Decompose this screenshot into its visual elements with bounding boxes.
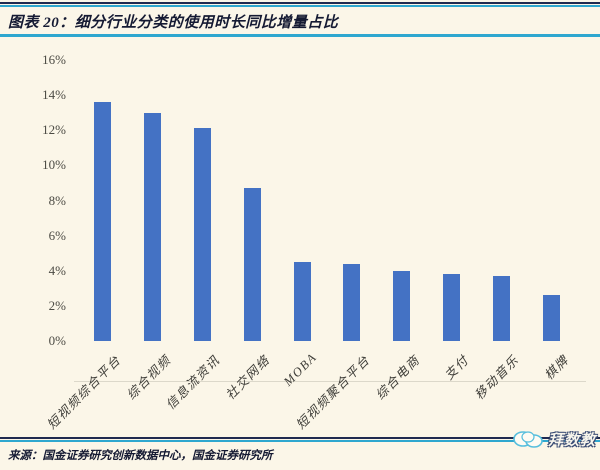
- bar-5: [293, 261, 311, 341]
- y-tick-label: 4%: [48, 262, 66, 278]
- bottom-rule-cyan: [0, 440, 600, 442]
- bar-9: [492, 276, 510, 341]
- y-tick-label: 14%: [42, 87, 66, 103]
- bar-2: [144, 112, 162, 341]
- watermark: 拜数教: [512, 428, 596, 450]
- bottom-rule-navy: [0, 437, 600, 439]
- bar-1: [94, 102, 112, 341]
- x-category-label: 短视频综合平台: [44, 352, 124, 433]
- top-rule-navy: [0, 2, 600, 4]
- y-tick-label: 12%: [42, 122, 66, 138]
- y-tick-label: 2%: [48, 297, 66, 313]
- top-rule-cyan: [0, 5, 600, 7]
- x-category-label: 综合电商: [372, 352, 423, 403]
- y-tick-label: 10%: [42, 157, 66, 173]
- cloud-icon: [513, 431, 543, 448]
- x-category-label: 社交网络: [223, 352, 274, 403]
- source-note: 来源：国金证券研究创新数据中心，国金证券研究所: [8, 450, 273, 462]
- x-category-label: 棋牌: [542, 352, 572, 383]
- x-category-label: MOBA: [281, 350, 320, 389]
- figure-title: 图表 20：细分行业分类的使用时长同比增量占比: [8, 15, 339, 31]
- bar-chart: 0% 2% 4% 6% 8% 10% 12% 14% 16% 短视频综合平台 综合视频 信息流资讯 社交…: [0, 40, 600, 440]
- y-tick-label: 16%: [42, 52, 66, 67]
- bar-8: [443, 274, 460, 341]
- x-category-label: 移动音乐: [472, 352, 523, 403]
- x-axis-line: [74, 381, 586, 382]
- bar-6: [343, 263, 361, 341]
- bar-7: [393, 270, 411, 341]
- y-tick-label: 8%: [48, 192, 66, 208]
- bar-3: [194, 128, 211, 341]
- y-tick-label: 0%: [48, 333, 66, 348]
- watermark-text: 拜数教: [547, 432, 596, 449]
- bar-10: [542, 295, 560, 341]
- title-underline-rule: [0, 34, 600, 37]
- x-category-label: 支付: [442, 352, 473, 383]
- bar-4: [243, 188, 261, 341]
- y-tick-label: 6%: [48, 227, 66, 243]
